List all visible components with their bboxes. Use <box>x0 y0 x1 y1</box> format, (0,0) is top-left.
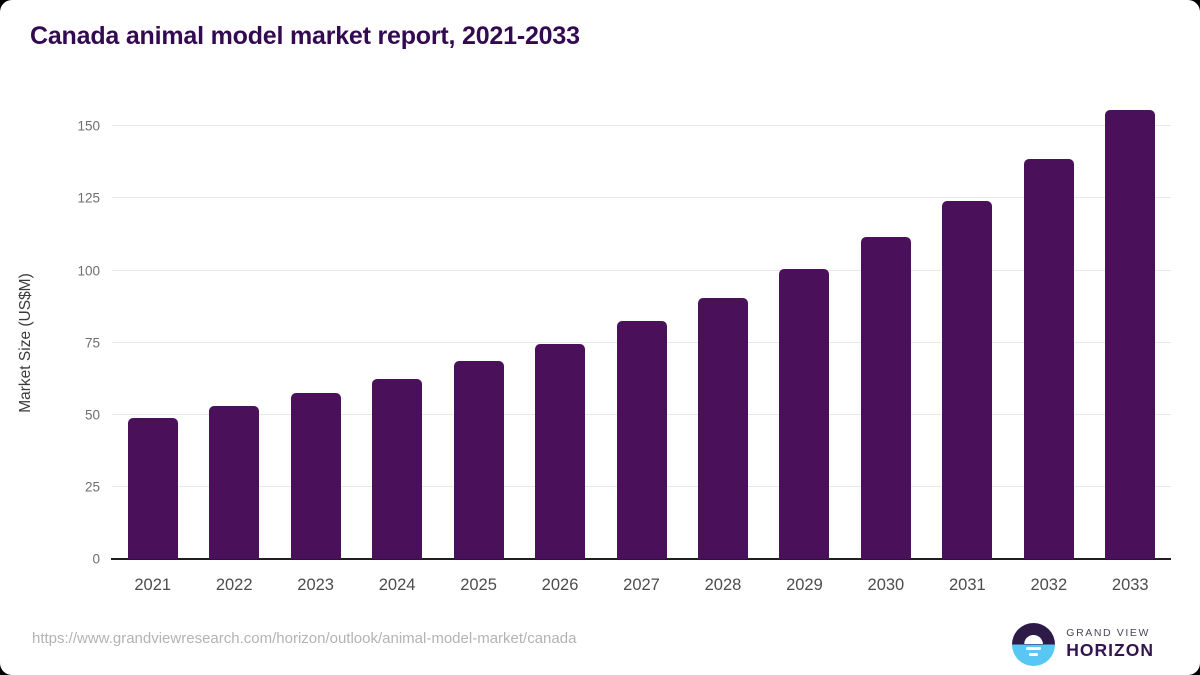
bar-2022 <box>209 406 260 559</box>
y-axis-tick-label: 150 <box>77 118 100 134</box>
y-axis-tick-label: 25 <box>84 479 100 495</box>
bar-2028 <box>697 297 748 559</box>
gridline <box>112 269 1171 271</box>
x-axis-tick-label: 2028 <box>704 576 742 594</box>
x-axis-line <box>111 558 1171 560</box>
plot-area: 0 25 50 75 100 125 150 2021 2022 2023 2024 2025 2026… <box>77 96 1171 594</box>
x-axis-tick-label: 2023 <box>297 576 334 594</box>
bar-2030 <box>860 237 911 559</box>
bar-2029 <box>779 269 830 559</box>
grand-view-horizon-logo-icon <box>1012 622 1056 666</box>
bar-2033 <box>1105 110 1156 559</box>
bar-2021 <box>127 417 178 559</box>
x-axis-tick-label: 2021 <box>134 576 172 594</box>
y-axis-tick-label: 100 <box>77 263 100 279</box>
bar-2024 <box>372 378 423 559</box>
x-axis-tick-label: 2030 <box>867 576 905 594</box>
x-axis-tick-label: 2029 <box>786 576 823 594</box>
y-axis-tick-label: 125 <box>77 190 100 206</box>
gridline <box>112 125 1171 127</box>
gridline <box>112 197 1171 199</box>
y-axis-tick-label: 50 <box>84 407 100 423</box>
y-axis-tick-label: 0 <box>92 551 100 567</box>
chart-title: Canada animal model market report, 2021-… <box>30 22 580 50</box>
y-axis-tick-label: 75 <box>84 335 100 351</box>
bar-2023 <box>290 393 341 559</box>
source-url: https://www.grandviewresearch.com/horizo… <box>32 630 577 647</box>
sun-ray-icon <box>1029 653 1039 657</box>
bar-2032 <box>1023 159 1074 559</box>
x-axis-tick-label: 2031 <box>948 576 986 594</box>
bar-2027 <box>616 321 667 559</box>
x-axis-tick-label: 2032 <box>1030 576 1068 594</box>
bar-2031 <box>942 201 993 559</box>
bar-2025 <box>453 361 504 559</box>
sun-ray-icon <box>1026 647 1042 651</box>
x-axis-tick-label: 2033 <box>1111 576 1149 594</box>
x-axis-tick-label: 2025 <box>460 576 497 594</box>
y-axis-title: Market Size (US$M) <box>17 273 34 413</box>
x-axis-tick-label: 2022 <box>215 576 253 594</box>
x-axis-tick-label: 2024 <box>378 576 416 594</box>
logo-brand-name: GRAND VIEW <box>1066 627 1150 639</box>
x-axis-tick-label: 2026 <box>541 576 579 594</box>
x-axis-tick-label: 2027 <box>623 576 660 594</box>
bar-2026 <box>535 344 586 559</box>
logo-product-name: HORIZON <box>1066 640 1154 660</box>
sun-icon <box>1024 634 1044 644</box>
grand-view-horizon-logo: GRAND VIEW HORIZON <box>1012 622 1154 666</box>
logo-text: GRAND VIEW HORIZON <box>1066 627 1154 661</box>
